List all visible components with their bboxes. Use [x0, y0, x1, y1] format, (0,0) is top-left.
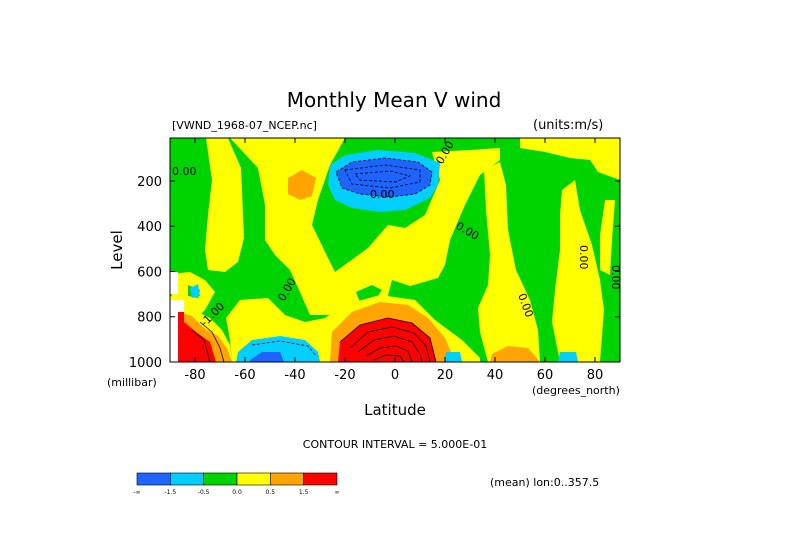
y-tick-label: 400 [137, 220, 162, 235]
level-region [444, 352, 462, 362]
y-tick-label: 200 [137, 175, 162, 190]
level-region [338, 318, 436, 362]
colorbar-tick-label: -1.5 [164, 489, 176, 496]
x-tick-label: 80 [587, 368, 604, 383]
level-region [190, 284, 200, 298]
contour-label: 0.00 [577, 245, 590, 270]
contour-label: 0.00 [370, 188, 395, 201]
level-region [558, 352, 578, 362]
level-region [250, 352, 284, 362]
colorbar-swatch [303, 472, 338, 486]
x-axis-title: Latitude [364, 401, 426, 419]
level-region [490, 346, 540, 362]
colorbar-swatch [170, 472, 204, 486]
y-axis: 200 400 600 800 1000 [129, 175, 620, 371]
colorbar-tick-label: 1.5 [299, 489, 309, 496]
y-tick-label: 600 [137, 265, 162, 280]
x-tick-label: 60 [537, 368, 554, 383]
colorbar-swatch [270, 472, 304, 486]
x-tick-label: -20 [334, 368, 355, 383]
y-tick-label: 800 [137, 311, 162, 326]
chart-title: Monthly Mean V wind [287, 88, 502, 112]
x-axis-units: (degrees_north) [532, 384, 620, 397]
colorbar-swatch [136, 472, 171, 486]
x-tick-label: 40 [487, 368, 504, 383]
x-tick-label: -80 [184, 368, 205, 383]
x-tick-label: 0 [391, 368, 399, 383]
level-region [520, 138, 620, 180]
missing-data-area [170, 272, 178, 294]
y-axis-units: (millibar) [107, 376, 157, 389]
level-region [600, 200, 615, 275]
colorbar: -∞ -1.5 -0.5 0.0 0.5 1.5 ∞ [133, 472, 340, 496]
colorbar-swatch [236, 472, 271, 486]
source-file-label: [VWND_1968-07_NCEP.nc] [172, 119, 317, 132]
units-label: (units:m/s) [533, 118, 603, 133]
y-axis-title: Level [108, 230, 126, 270]
level-region [288, 170, 316, 200]
level-region [205, 138, 244, 272]
level-region [184, 322, 216, 362]
colorbar-tick-label: -∞ [133, 489, 140, 496]
colorbar-tick-label: ∞ [335, 489, 340, 496]
contour-label: 0.00 [172, 165, 197, 178]
x-axis: -80 -60 -40 -20 0 20 40 60 80 [184, 138, 603, 383]
y-tick-label: 1000 [129, 356, 162, 371]
colorbar-tick-label: 0.0 [232, 489, 242, 496]
x-tick-label: -40 [284, 368, 305, 383]
x-tick-label: -60 [234, 368, 255, 383]
level-region [478, 162, 540, 362]
colorbar-tick-label: -0.5 [198, 489, 210, 496]
contour-interval-label: CONTOUR INTERVAL = 5.000E-01 [303, 438, 487, 451]
colorbar-swatch [203, 472, 238, 486]
level-region [178, 312, 184, 362]
level-region [552, 180, 604, 362]
contour-lines [191, 157, 437, 363]
averaging-label: (mean) lon:0..357.5 [490, 476, 599, 489]
colorbar-tick-label: 0.5 [266, 489, 276, 496]
contour-field [170, 138, 620, 363]
x-tick-label: 20 [437, 368, 454, 383]
